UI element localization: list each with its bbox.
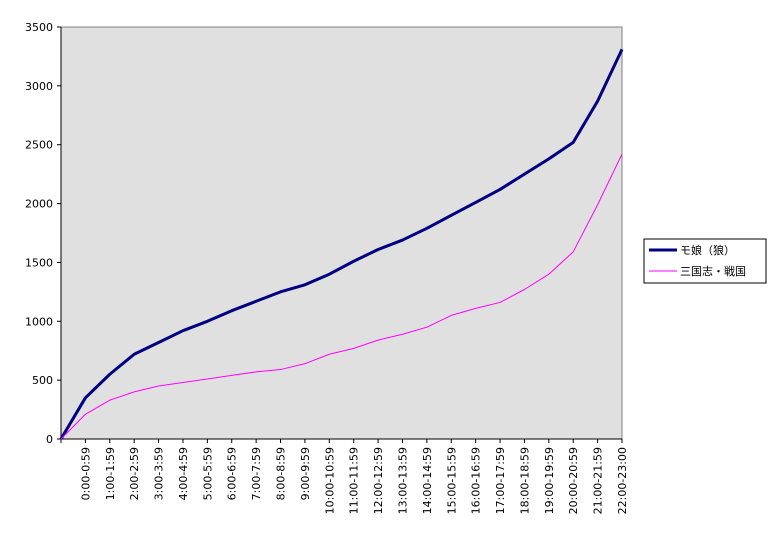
- y-tick-label: 500: [32, 374, 53, 387]
- y-tick-label: 3000: [25, 80, 53, 93]
- x-tick-label: 0:00-0:59: [79, 447, 92, 500]
- y-axis: 0 500 1000 1500 2000 2500 3000 3500: [25, 21, 62, 446]
- legend: モ娘（狼） 三国志・戦国: [643, 238, 767, 284]
- y-tick-label: 2500: [25, 139, 53, 152]
- x-tick-label: 16:00-16:59: [470, 447, 483, 514]
- x-tick-label: 3:00-3:59: [153, 447, 166, 500]
- series-lines: [59, 48, 624, 440]
- x-tick-label: 12:00-12:59: [372, 447, 385, 514]
- x-tick-label: 5:00-5:59: [201, 447, 214, 500]
- y-tick-label: 3500: [25, 21, 53, 34]
- x-tick-label: 6:00-6:59: [226, 447, 239, 500]
- y-tick-label: 0: [46, 433, 53, 446]
- x-tick-label: 2:00-2:59: [128, 447, 141, 500]
- x-tick-label: 20:00-20:59: [567, 447, 580, 514]
- series-line-0: [59, 48, 624, 440]
- plot-area: [60, 26, 623, 440]
- legend-box: [643, 238, 767, 284]
- x-tick-label: 17:00-17:59: [494, 447, 507, 514]
- x-axis: 0:00-0:59 1:00-1:59 2:00-2:59 3:00-3:59 4:00…: [60, 438, 629, 514]
- x-tick-label: 15:00-15:59: [445, 447, 458, 514]
- x-tick-label: 19:00-19:59: [543, 447, 556, 514]
- x-tick-label: 8:00-8:59: [275, 447, 288, 500]
- legend-label-series-0: モ娘（狼）: [680, 243, 735, 257]
- x-tick-label: 14:00-14:59: [421, 447, 434, 514]
- x-tick-label: 22:00-23:00: [616, 447, 629, 514]
- x-tick-label: 7:00-7:59: [250, 447, 263, 500]
- x-tick-label: 13:00-13:59: [396, 447, 409, 514]
- y-tick-label: 2000: [25, 198, 53, 211]
- legend-label-series-1: 三国志・戦国: [680, 265, 746, 278]
- x-tick-label: 11:00-11:59: [348, 447, 361, 514]
- x-tick-label: 10:00-10:59: [323, 447, 336, 514]
- x-tick-label: 18:00-18:59: [518, 447, 531, 514]
- x-tick-label: 1:00-1:59: [104, 447, 117, 500]
- x-tick-label: 9:00-9:59: [299, 447, 312, 500]
- x-tick-label: 21:00-21:59: [592, 447, 605, 514]
- y-tick-label: 1500: [25, 256, 53, 269]
- series-line-1: [60, 153, 623, 440]
- y-tick-label: 1000: [25, 315, 53, 328]
- x-tick-label: 4:00-4:59: [177, 447, 190, 500]
